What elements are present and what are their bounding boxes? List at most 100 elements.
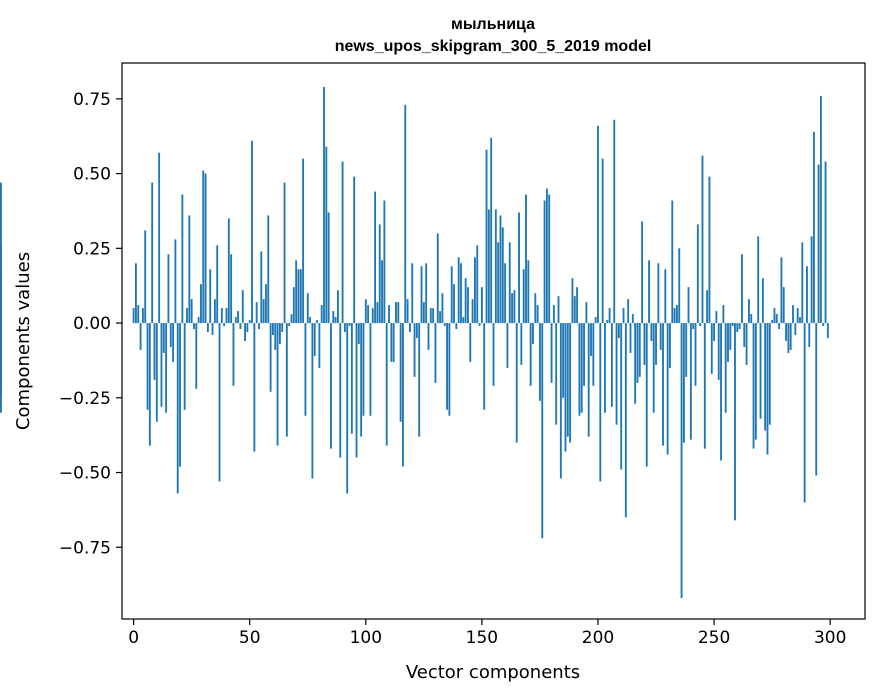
- bar: [274, 323, 277, 350]
- bar: [650, 323, 653, 341]
- bar: [186, 308, 188, 324]
- bar: [227, 218, 230, 324]
- bar: [165, 323, 168, 413]
- bar: [641, 221, 644, 324]
- bar: [0, 323, 2, 413]
- bar: [325, 146, 328, 324]
- bar: [339, 323, 342, 458]
- bar: [710, 323, 713, 374]
- bar: [460, 263, 462, 324]
- bar: [608, 308, 611, 324]
- bar: [213, 299, 216, 324]
- bar: [599, 323, 602, 482]
- y-tick-label: 0.50: [73, 165, 111, 185]
- bar: [135, 263, 137, 324]
- bar: [292, 287, 295, 324]
- bar: [545, 188, 548, 324]
- bar: [306, 293, 309, 324]
- bar: [597, 125, 599, 324]
- bar: [278, 323, 281, 344]
- bar: [824, 161, 827, 324]
- bar: [743, 323, 746, 347]
- bar: [532, 323, 534, 344]
- bar: [390, 323, 393, 362]
- bar: [397, 302, 400, 324]
- bar: [341, 161, 344, 324]
- bar: [260, 251, 263, 324]
- bar: [309, 317, 311, 324]
- bar: [794, 323, 797, 336]
- x-tick-label: 250: [698, 628, 730, 648]
- bar: [141, 308, 144, 324]
- bar: [694, 323, 697, 386]
- bar: [357, 323, 360, 344]
- bar: [657, 263, 660, 324]
- bar: [610, 323, 613, 407]
- bar: [706, 290, 709, 324]
- bar: [819, 95, 822, 324]
- bar: [132, 308, 135, 324]
- bar: [302, 158, 305, 324]
- bar: [720, 323, 722, 461]
- bar: [383, 200, 386, 324]
- y-axis: −0.75 −0.50 −0.25 0.00 0.25 0.50 0.75: [59, 90, 122, 558]
- bar: [304, 323, 307, 416]
- bar: [381, 260, 383, 324]
- bar: [617, 323, 620, 339]
- bar: [826, 323, 829, 339]
- bar: [457, 257, 460, 324]
- bar: [583, 323, 585, 386]
- bar: [525, 194, 527, 324]
- bar: [462, 317, 465, 324]
- bar: [369, 323, 372, 416]
- bar: [613, 119, 616, 324]
- bar: [385, 323, 388, 446]
- bar: [555, 323, 558, 425]
- bar: [448, 323, 451, 416]
- bar: [220, 308, 223, 324]
- bar: [566, 323, 569, 437]
- x-axis-label: Vector components: [406, 662, 580, 683]
- bar: [550, 323, 553, 383]
- bar: [638, 323, 641, 377]
- bar: [648, 260, 650, 324]
- bar: [615, 323, 618, 425]
- y-axis-label: Components values: [13, 252, 34, 430]
- bar: [483, 323, 486, 410]
- bar: [179, 323, 181, 467]
- bar: [773, 308, 776, 324]
- plot-area-frame: [121, 62, 866, 620]
- x-tick-label: 0: [128, 628, 139, 648]
- bar: [775, 314, 778, 324]
- bar: [376, 302, 379, 324]
- x-tick-label: 150: [466, 628, 498, 648]
- bar: [729, 323, 732, 350]
- bar: [330, 323, 332, 449]
- bar: [234, 317, 237, 324]
- bar: [764, 323, 767, 431]
- bar: [750, 314, 753, 324]
- bar: [320, 305, 323, 324]
- bar: [757, 236, 760, 324]
- bar: [564, 323, 567, 452]
- bar: [420, 266, 423, 324]
- bar: [676, 305, 678, 324]
- bar: [360, 323, 363, 437]
- bar: [541, 323, 544, 539]
- bar: [290, 314, 293, 324]
- bar: [655, 323, 657, 365]
- bar: [799, 317, 801, 324]
- bar: [504, 263, 507, 324]
- bar: [169, 323, 172, 347]
- bar: [713, 323, 716, 341]
- bar: [673, 308, 676, 324]
- bar: [529, 323, 532, 386]
- bar: [246, 323, 249, 333]
- bar: [652, 323, 655, 413]
- bar: [202, 170, 205, 324]
- bar: [223, 323, 226, 327]
- bar: [392, 323, 395, 362]
- x-axis: 0 50 100 150 200 250 300: [128, 619, 846, 648]
- y-tick-label: 0.25: [73, 239, 111, 259]
- bar: [471, 299, 474, 324]
